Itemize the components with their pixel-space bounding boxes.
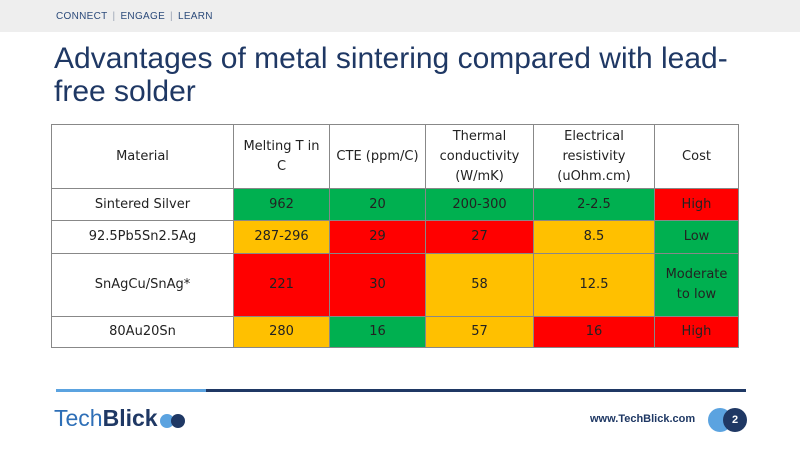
cell-melting: 287-296 xyxy=(233,220,330,254)
nav-engage[interactable]: ENGAGE xyxy=(120,11,166,22)
cell-cost: Low xyxy=(654,220,739,254)
header-melting: Melting T in C xyxy=(233,124,330,189)
header-electrical: Electrical resistivity (uOhm.cm) xyxy=(533,124,655,189)
cell-electrical: 8.5 xyxy=(533,220,655,254)
cell-thermal: 57 xyxy=(425,316,534,348)
logo-dots-icon xyxy=(159,414,185,428)
table-header-row: Material Melting T in C CTE (ppm/C) Ther… xyxy=(51,124,739,189)
cell-cte: 29 xyxy=(329,220,426,254)
nav-separator: | xyxy=(112,11,116,22)
footer-divider-accent xyxy=(56,389,206,392)
cell-material: Sintered Silver xyxy=(51,188,234,221)
website-link[interactable]: www.TechBlick.com xyxy=(590,413,696,425)
cell-electrical: 2-2.5 xyxy=(533,188,655,221)
cell-material: 92.5Pb5Sn2.5Ag xyxy=(51,220,234,254)
cell-electrical: 12.5 xyxy=(533,253,655,317)
cell-melting: 280 xyxy=(233,316,330,348)
table-row: Sintered Silver 962 20 200-300 2-2.5 Hig… xyxy=(51,188,739,221)
table-row: 92.5Pb5Sn2.5Ag 287-296 29 27 8.5 Low xyxy=(51,220,739,254)
cell-cte: 16 xyxy=(329,316,426,348)
page-number: 2 xyxy=(723,408,747,432)
comparison-table: Material Melting T in C CTE (ppm/C) Ther… xyxy=(51,124,739,348)
cell-cte: 20 xyxy=(329,188,426,221)
page-number-badge: 2 xyxy=(708,408,748,432)
footer-divider xyxy=(56,389,746,392)
cell-melting: 962 xyxy=(233,188,330,221)
header-thermal: Thermal conductivity (W/mK) xyxy=(425,124,534,189)
slide-title: Advantages of metal sintering compared w… xyxy=(54,42,728,108)
top-nav: CONNECT | ENGAGE | LEARN xyxy=(56,11,213,22)
cell-melting: 221 xyxy=(233,253,330,317)
logo-text-blick: Blick xyxy=(102,404,158,431)
cell-electrical: 16 xyxy=(533,316,655,348)
techblick-logo: Tech Blick xyxy=(54,403,185,433)
logo-text-tech: Tech xyxy=(54,404,103,431)
cell-material: 80Au20Sn xyxy=(51,316,234,348)
cell-cost: High xyxy=(654,316,739,348)
table-row: 80Au20Sn 280 16 57 16 High xyxy=(51,316,739,348)
table-row: SnAgCu/SnAg* 221 30 58 12.5 Moderate to … xyxy=(51,253,739,317)
header-material: Material xyxy=(51,124,234,189)
cell-thermal: 58 xyxy=(425,253,534,317)
cell-thermal: 200-300 xyxy=(425,188,534,221)
top-bar: CONNECT | ENGAGE | LEARN xyxy=(0,0,800,32)
nav-learn[interactable]: LEARN xyxy=(177,11,213,22)
cell-cost: Moderate to low xyxy=(654,253,739,317)
header-cost: Cost xyxy=(654,124,739,189)
nav-connect[interactable]: CONNECT xyxy=(56,11,108,22)
header-cte: CTE (ppm/C) xyxy=(329,124,426,189)
cell-cost: High xyxy=(654,188,739,221)
cell-material: SnAgCu/SnAg* xyxy=(51,253,234,317)
nav-separator: | xyxy=(170,11,173,22)
cell-thermal: 27 xyxy=(425,220,534,254)
cell-cte: 30 xyxy=(329,253,426,317)
